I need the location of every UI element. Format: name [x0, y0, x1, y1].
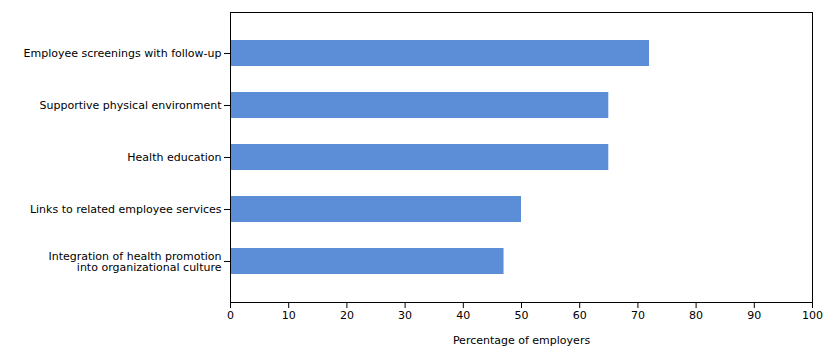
- svg-text:Links to related employee serv: Links to related employee services: [30, 203, 222, 216]
- svg-text:Integration of health promotio: Integration of health promotioninto orga…: [48, 250, 221, 274]
- svg-text:100: 100: [802, 309, 823, 322]
- svg-text:0: 0: [227, 309, 234, 322]
- svg-text:Health education: Health education: [127, 151, 221, 164]
- svg-text:20: 20: [340, 309, 354, 322]
- svg-text:70: 70: [631, 309, 645, 322]
- svg-text:30: 30: [398, 309, 412, 322]
- svg-text:10: 10: [282, 309, 296, 322]
- svg-text:90: 90: [747, 309, 761, 322]
- svg-text:40: 40: [456, 309, 470, 322]
- svg-text:Employee screenings with follo: Employee screenings with follow-up: [24, 47, 222, 60]
- svg-text:50: 50: [515, 309, 529, 322]
- svg-text:Supportive physical environmen: Supportive physical environment: [40, 99, 223, 112]
- svg-text:60: 60: [573, 309, 587, 322]
- svg-text:Percentage of employers: Percentage of employers: [453, 334, 591, 346]
- svg-text:80: 80: [689, 309, 703, 322]
